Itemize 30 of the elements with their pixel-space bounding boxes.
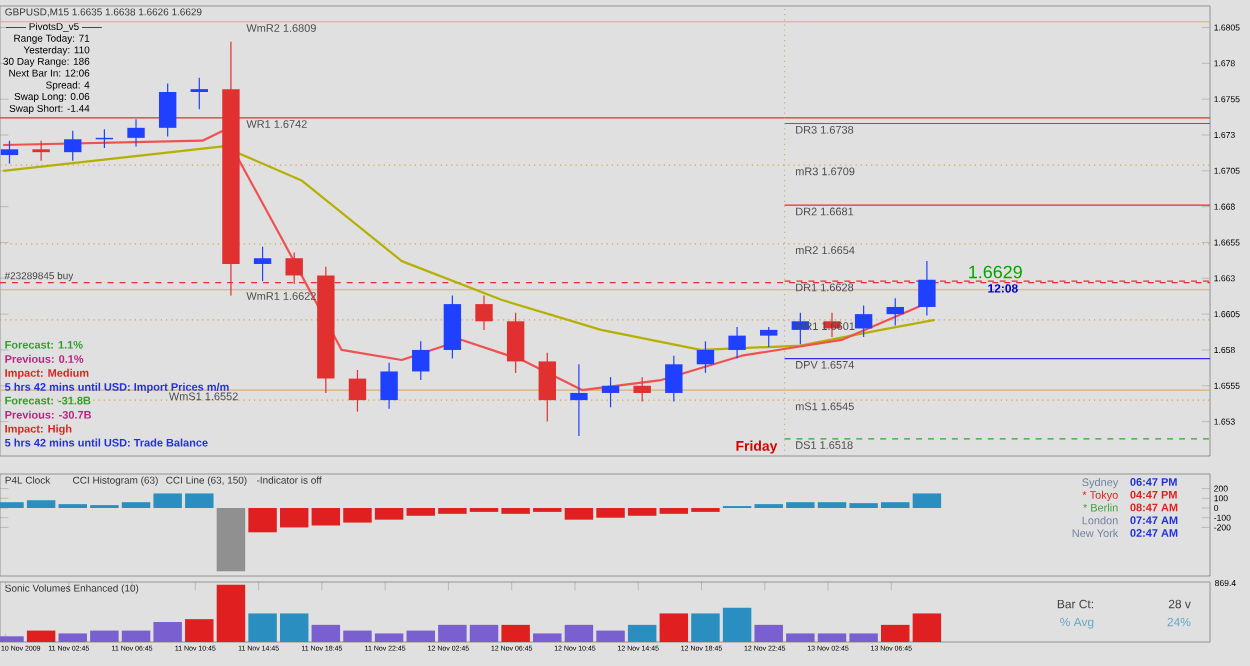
candlestick — [728, 326, 746, 360]
candlestick — [696, 340, 715, 374]
candlestick — [0, 140, 19, 165]
candlestick — [633, 376, 651, 403]
candlestick — [64, 130, 82, 162]
candlestick — [570, 363, 588, 437]
candlestick — [665, 355, 683, 403]
candlestick — [601, 376, 620, 408]
candlestick — [506, 312, 525, 374]
bar — [627, 624, 657, 643]
candlestick — [538, 352, 556, 423]
annotation: 1.6629 — [969, 265, 1022, 279]
candlestick — [127, 118, 145, 148]
bar — [659, 613, 689, 643]
candlestick — [760, 326, 778, 348]
candlestick — [380, 362, 398, 410]
candlestick — [886, 297, 904, 327]
candlestick — [348, 369, 367, 413]
bar — [216, 508, 246, 572]
candlestick — [32, 140, 50, 162]
candlestick — [190, 77, 208, 110]
candlestick — [918, 260, 936, 317]
candlestick — [412, 340, 430, 381]
bar — [501, 624, 530, 643]
bar — [26, 630, 56, 643]
candlestick — [253, 246, 272, 282]
candlestick — [158, 82, 177, 138]
candlestick — [475, 294, 493, 331]
candlestick — [854, 304, 873, 338]
candlestick — [443, 294, 462, 360]
